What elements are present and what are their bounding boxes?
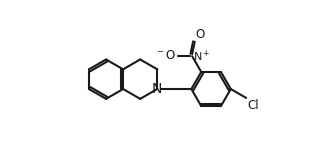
Text: N: N xyxy=(152,82,162,96)
Text: N$^+$: N$^+$ xyxy=(193,48,210,64)
Text: $^-$O: $^-$O xyxy=(155,49,176,62)
Text: Cl: Cl xyxy=(247,99,259,112)
Text: O: O xyxy=(195,28,205,41)
